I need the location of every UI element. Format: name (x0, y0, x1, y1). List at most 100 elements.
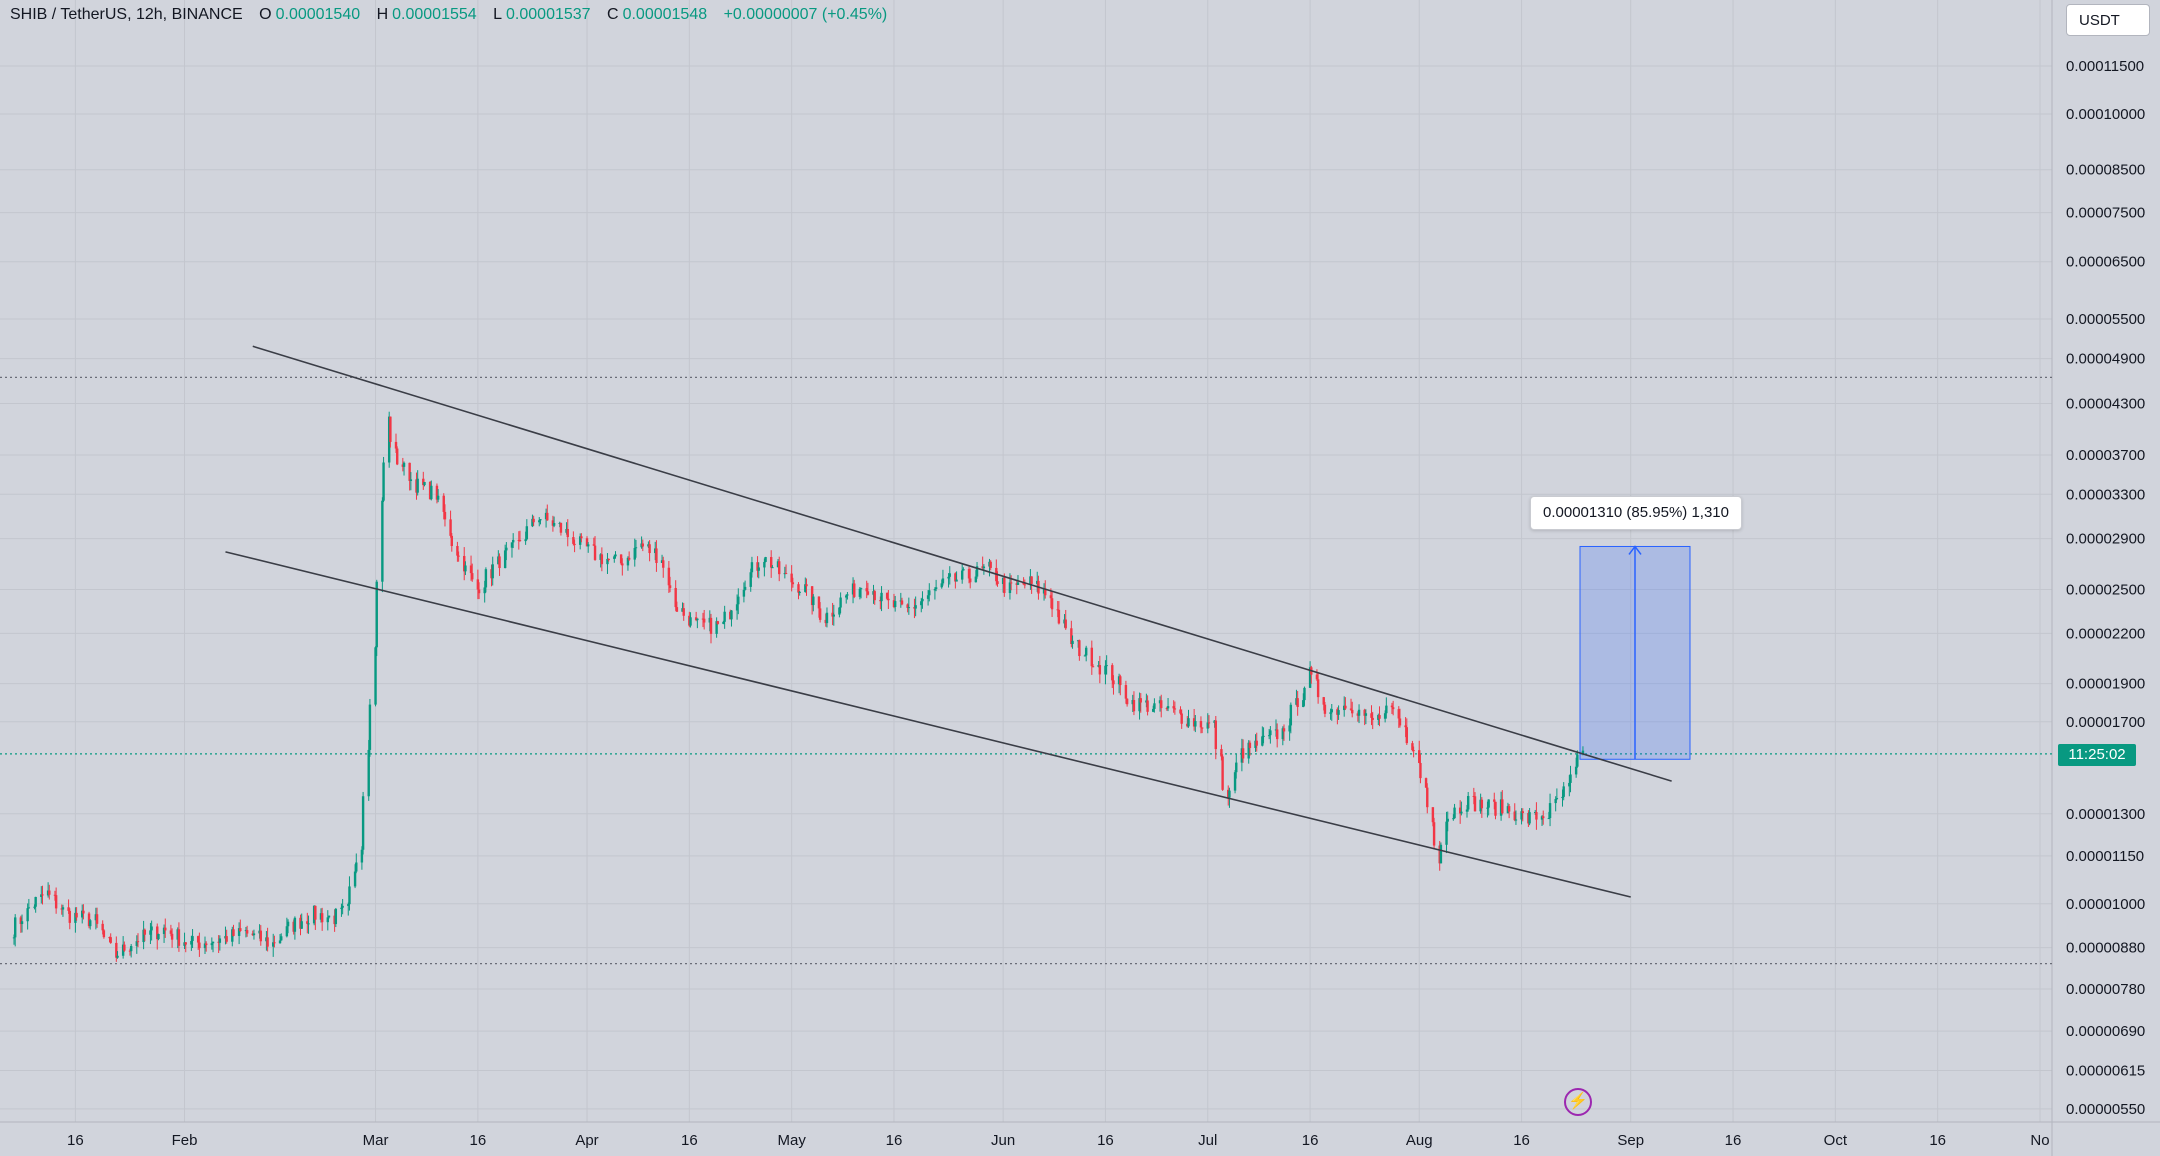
candle-body[interactable] (1180, 713, 1183, 724)
candle-body[interactable] (312, 905, 316, 924)
candle-body[interactable] (934, 587, 938, 590)
candle-body[interactable] (1022, 582, 1025, 585)
candle-body[interactable] (54, 895, 58, 909)
candle-body[interactable] (1453, 807, 1456, 819)
candle-body[interactable] (539, 519, 542, 521)
candle-body[interactable] (442, 495, 445, 512)
candle-body[interactable] (368, 704, 372, 750)
candle-body[interactable] (1275, 729, 1279, 740)
candle-body[interactable] (1438, 845, 1441, 864)
candle-body[interactable] (885, 592, 889, 599)
candle-body[interactable] (1308, 667, 1312, 688)
candle-body[interactable] (1426, 787, 1429, 808)
candle-body[interactable] (737, 596, 740, 605)
candle-body[interactable] (231, 929, 234, 942)
candle-body[interactable] (94, 914, 98, 921)
candle-body[interactable] (546, 512, 549, 521)
candle-body[interactable] (142, 929, 145, 943)
candle-body[interactable] (887, 598, 890, 601)
candle-body[interactable] (416, 478, 419, 493)
candle-body[interactable] (893, 601, 897, 607)
candle-body[interactable] (1561, 796, 1564, 799)
candle-body[interactable] (121, 944, 125, 956)
candle-body[interactable] (1465, 809, 1469, 812)
candle-body[interactable] (1316, 679, 1320, 698)
candle-body[interactable] (108, 937, 111, 939)
candle-body[interactable] (1227, 789, 1230, 798)
candle-body[interactable] (463, 555, 466, 572)
candle-body[interactable] (900, 600, 904, 605)
candle-body[interactable] (361, 796, 365, 850)
candle-body[interactable] (314, 905, 317, 920)
candle-body[interactable] (109, 937, 112, 943)
candle-body[interactable] (225, 936, 228, 942)
candle-body[interactable] (1091, 666, 1095, 668)
candle-body[interactable] (1520, 811, 1523, 820)
candle-body[interactable] (348, 886, 351, 905)
candle-body[interactable] (327, 915, 331, 918)
candle-body[interactable] (723, 611, 726, 622)
candle-body[interactable] (1439, 844, 1443, 864)
candle-body[interactable] (940, 583, 943, 588)
candle-body[interactable] (1199, 721, 1203, 728)
candle-body[interactable] (347, 904, 350, 906)
candle-body[interactable] (954, 573, 957, 582)
candle-body[interactable] (1378, 715, 1381, 719)
candle-body[interactable] (61, 907, 65, 910)
candle-body[interactable] (764, 557, 767, 562)
candle-body[interactable] (266, 937, 269, 947)
candle-body[interactable] (580, 536, 583, 539)
candle-body[interactable] (1023, 584, 1026, 586)
candle-body[interactable] (143, 929, 147, 935)
candle-body[interactable] (116, 955, 119, 958)
candle-body[interactable] (1349, 708, 1353, 710)
candle-body[interactable] (1568, 782, 1571, 787)
candle-body[interactable] (176, 929, 179, 940)
candle-body[interactable] (906, 604, 909, 608)
candle-body[interactable] (75, 912, 78, 918)
candle-body[interactable] (409, 479, 413, 481)
candle-body[interactable] (1220, 749, 1223, 757)
candle-body[interactable] (1336, 709, 1339, 715)
candle-body[interactable] (769, 557, 773, 568)
candle-body[interactable] (996, 581, 999, 585)
candle-body[interactable] (810, 586, 814, 606)
candle-body[interactable] (1153, 703, 1156, 709)
candle-body[interactable] (928, 590, 931, 596)
candle-body[interactable] (449, 519, 452, 536)
candle-body[interactable] (742, 589, 746, 597)
candle-body[interactable] (1044, 588, 1047, 596)
candle-body[interactable] (960, 570, 964, 580)
candle-body[interactable] (926, 595, 930, 599)
candle-body[interactable] (1398, 718, 1402, 726)
candle-body[interactable] (191, 936, 194, 941)
candle-body[interactable] (907, 607, 911, 609)
candle-body[interactable] (129, 946, 133, 952)
candle-body[interactable] (169, 930, 173, 934)
candle-body[interactable] (1228, 790, 1231, 798)
candle-body[interactable] (435, 485, 439, 500)
symbol-title[interactable]: SHIB / TetherUS, 12h, BINANCE (10, 6, 243, 23)
candle-body[interactable] (483, 587, 486, 594)
candle-body[interactable] (402, 462, 406, 467)
candle-body[interactable] (217, 941, 220, 943)
candle-body[interactable] (518, 540, 522, 542)
candle-body[interactable] (1507, 806, 1511, 812)
candle-body[interactable] (1493, 799, 1496, 802)
candle-body[interactable] (135, 941, 138, 947)
candle-body[interactable] (205, 943, 208, 946)
candle-body[interactable] (593, 545, 597, 560)
candle-body[interactable] (634, 547, 638, 549)
candle-body[interactable] (87, 913, 91, 927)
candle-body[interactable] (1344, 705, 1347, 709)
candle-body[interactable] (74, 912, 77, 923)
candle-body[interactable] (1267, 735, 1271, 737)
candle-body[interactable] (606, 558, 609, 565)
candle-body[interactable] (81, 910, 84, 918)
candle-body[interactable] (375, 581, 378, 648)
candle-body[interactable] (1486, 807, 1489, 809)
candle-body[interactable] (1090, 647, 1094, 667)
candle-body[interactable] (1125, 698, 1129, 705)
candle-body[interactable] (82, 910, 85, 914)
candle-body[interactable] (498, 556, 501, 569)
